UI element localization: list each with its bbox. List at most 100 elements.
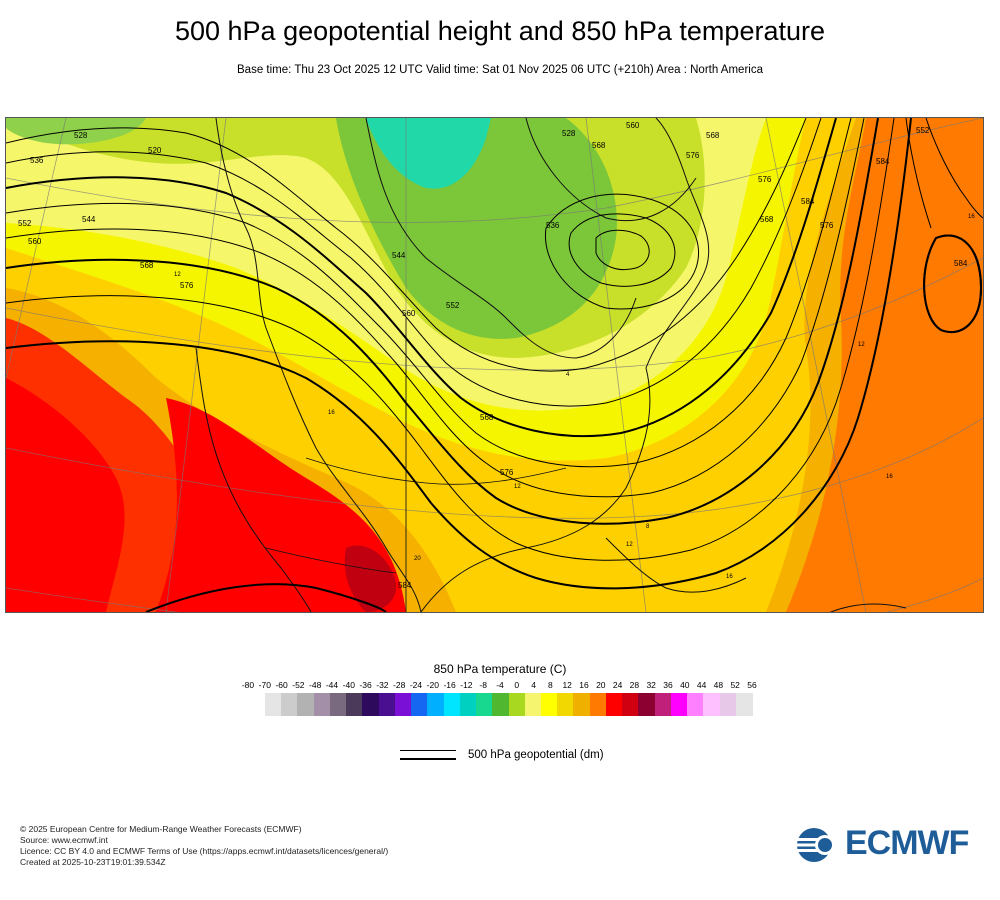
- colorbar-swatch: [638, 693, 656, 716]
- colorbar-tick: 4: [531, 680, 536, 690]
- colorbar-swatch: [703, 693, 721, 716]
- colorbar-swatch: [605, 693, 623, 716]
- chart-subtitle: Base time: Thu 23 Oct 2025 12 UTC Valid …: [237, 64, 763, 76]
- colorbar-swatch: [281, 693, 299, 716]
- contour-label: 584: [801, 197, 815, 206]
- contour-label: 528: [74, 131, 88, 140]
- temp-label: 12: [626, 542, 633, 548]
- contour-label: 576: [500, 468, 514, 477]
- colorbar-swatch: [297, 693, 315, 716]
- contour-label: 552: [18, 219, 32, 228]
- colorbar-tick: 56: [747, 680, 757, 690]
- temp-label: 16: [968, 214, 975, 220]
- contour-label: 584: [876, 157, 890, 166]
- temp-label: 4: [566, 372, 570, 378]
- colorbar-swatch: [492, 693, 510, 716]
- source-line: Source: www.ecmwf.int: [20, 835, 108, 845]
- colorbar-swatch: [378, 693, 396, 716]
- temp-label: 12: [858, 342, 865, 348]
- contour-label: 568: [140, 261, 154, 270]
- contour-label: 536: [30, 156, 44, 165]
- colorbar-title: 850 hPa temperature (C): [433, 662, 567, 676]
- colorbar-swatch: [265, 693, 282, 716]
- colorbar-tick: 0: [514, 680, 520, 690]
- contour-label: 552: [916, 126, 930, 135]
- colorbar-swatch: [459, 693, 477, 716]
- colorbar-tick: -20: [426, 680, 439, 690]
- colorbar-tick: 44: [696, 680, 707, 690]
- colorbar-swatch: [524, 693, 542, 716]
- contour-label: 560: [626, 121, 640, 130]
- colorbar-tick: 32: [646, 680, 656, 690]
- licence-line: Licence: CC BY 4.0 and ECMWF Terms of Us…: [20, 846, 389, 856]
- contour-label: 568: [480, 413, 494, 422]
- geopotential-contours: [6, 118, 983, 612]
- contour-label: 576: [180, 281, 194, 290]
- colorbar-tick: 48: [713, 680, 724, 690]
- temp-label: 8: [646, 524, 650, 530]
- contour-label: 528: [562, 129, 576, 138]
- colorbar-swatch: [508, 693, 526, 716]
- colorbar-tick: -4: [496, 680, 504, 690]
- colorbar-tick: -16: [443, 680, 456, 690]
- colorbar: -80 -70 -60 -52 -48 -44 -40 -36 -32 -28 -24 -20 -16-…: [242, 680, 768, 720]
- colorbar-swatch: [622, 693, 640, 716]
- colorbar-swatch: [362, 693, 380, 716]
- colorbar-swatch: [670, 693, 688, 716]
- ecmwf-logo: ECMWF: [795, 824, 985, 864]
- ecmwf-logo-icon: [795, 828, 843, 862]
- temp-band-minus8: [366, 118, 491, 189]
- chart-title: 500 hPa geopotential height and 850 hPa …: [174, 16, 825, 46]
- colorbar-tick: -24: [409, 680, 423, 690]
- temp-label: 16: [886, 474, 893, 480]
- contour-legend-swatch: [400, 750, 456, 762]
- colorbar-swatch: [443, 693, 461, 716]
- colorbar-tick: 28: [629, 680, 640, 690]
- map-panel: 528 536 520 544 552 560 568 576 584 528 …: [5, 117, 984, 613]
- colorbar-tick: -44: [325, 680, 339, 690]
- colorbar-tick: -52: [292, 680, 305, 690]
- contour-legend: 500 hPa geopotential (dm): [400, 746, 700, 766]
- footer-credits: © 2025 European Centre for Medium-Range …: [20, 824, 388, 868]
- colorbar-swatch: [589, 693, 607, 716]
- colorbar-tick: -48: [309, 680, 322, 690]
- contour-labels: 528 536 520 544 552 560 568 576 584 528 …: [18, 121, 968, 590]
- contour-label: 568: [706, 131, 720, 140]
- colorbar-tick: -8: [479, 680, 487, 690]
- colorbar-tick: 8: [548, 680, 553, 690]
- contour-label: 568: [592, 141, 606, 150]
- contour-label: 536: [546, 221, 560, 230]
- contour-label: 520: [148, 146, 162, 155]
- contour-label: 552: [446, 301, 460, 310]
- contour-label: 544: [82, 215, 96, 224]
- temp-label: 16: [726, 574, 733, 580]
- colorbar-tick: -36: [359, 680, 372, 690]
- colorbar-swatch: [654, 693, 672, 716]
- temp-label: 12: [514, 484, 521, 490]
- colorbar-tick: 12: [562, 680, 572, 690]
- colorbar-tick: -12: [460, 680, 473, 690]
- colorbar-swatch: [719, 693, 737, 716]
- temp-label: 16: [328, 410, 335, 416]
- temp-band-20: [156, 398, 406, 612]
- contour-label: 576: [758, 175, 772, 184]
- contour-label: 584: [954, 259, 968, 268]
- colorbar-tick: -32: [376, 680, 389, 690]
- colorbar-swatch: [540, 693, 558, 716]
- colorbar-tick: 52: [730, 680, 740, 690]
- borders: [265, 318, 567, 612]
- colorbar-swatch: [394, 693, 412, 716]
- coastlines: [195, 118, 907, 612]
- colorbar-tick: 36: [663, 680, 673, 690]
- copyright-line: © 2025 European Centre for Medium-Range …: [20, 824, 302, 834]
- created-line: Created at 2025-10-23T19:01:39.534Z: [20, 857, 166, 867]
- contour-label: 560: [28, 237, 42, 246]
- temp-label: 12: [174, 272, 181, 278]
- colorbar-swatch: [427, 693, 445, 716]
- colorbar-tick: -70: [258, 680, 271, 690]
- contour-label: 544: [392, 251, 406, 260]
- contour-label: 568: [760, 215, 774, 224]
- contour-label: 584: [398, 581, 412, 590]
- colorbar-swatch: [573, 693, 591, 716]
- colorbar-swatch: [476, 693, 494, 716]
